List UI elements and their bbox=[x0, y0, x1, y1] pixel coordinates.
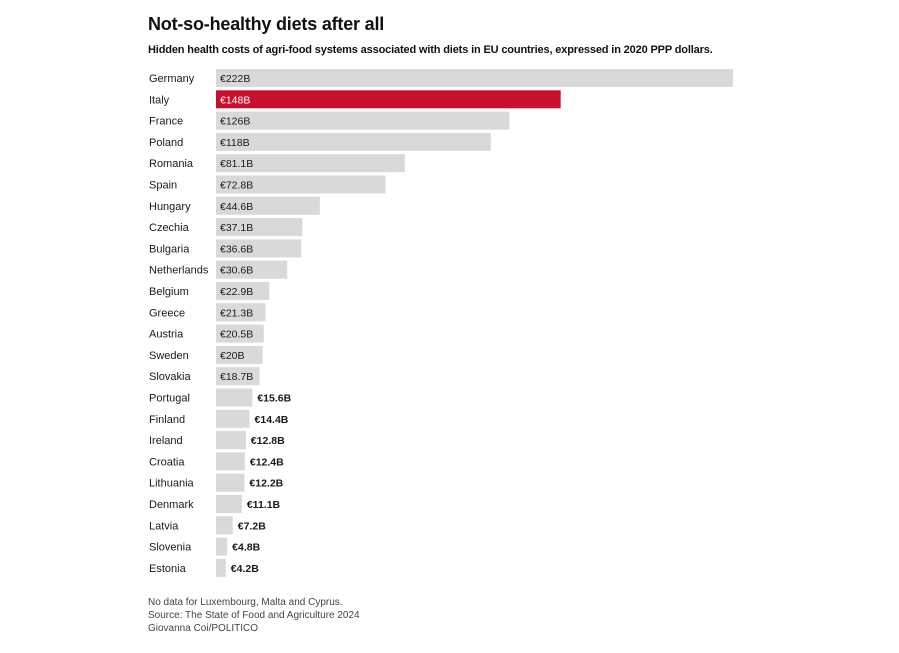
bar-czechia bbox=[216, 218, 303, 237]
category-label-estonia: Estonia bbox=[149, 563, 187, 575]
category-label-belgium: Belgium bbox=[149, 286, 189, 298]
chart-subtitle: Hidden health costs of agri-food systems… bbox=[148, 44, 713, 56]
bar-latvia bbox=[216, 516, 233, 535]
chart-title: Not-so-healthy diets after all bbox=[148, 14, 385, 34]
value-label-belgium: €22.9B bbox=[220, 286, 253, 298]
category-label-slovenia: Slovenia bbox=[149, 542, 192, 554]
bar-slovakia bbox=[216, 367, 260, 386]
category-label-portugal: Portugal bbox=[149, 393, 190, 405]
value-label-croatia: €12.4B bbox=[250, 456, 284, 468]
category-label-spain: Spain bbox=[149, 180, 177, 192]
value-label-slovakia: €18.7B bbox=[220, 371, 253, 383]
category-label-latvia: Latvia bbox=[149, 520, 179, 532]
bar-estonia bbox=[216, 558, 226, 577]
category-label-poland: Poland bbox=[149, 137, 183, 149]
value-label-sweden: €20B bbox=[220, 350, 245, 362]
bar-france bbox=[216, 111, 510, 130]
value-label-greece: €21.3B bbox=[220, 307, 253, 319]
value-label-latvia: €7.2B bbox=[238, 520, 266, 532]
bar-poland bbox=[216, 132, 491, 151]
bar-germany bbox=[216, 69, 733, 87]
value-label-bulgaria: €36.6B bbox=[220, 243, 253, 255]
bar-slovenia bbox=[216, 537, 228, 556]
bar-lithuania bbox=[216, 473, 245, 492]
category-label-italy: Italy bbox=[149, 94, 170, 106]
value-label-estonia: €4.2B bbox=[231, 563, 259, 575]
bar-austria bbox=[216, 324, 264, 343]
category-label-lithuania: Lithuania bbox=[149, 478, 195, 490]
value-label-denmark: €11.1B bbox=[247, 499, 281, 511]
category-label-austria: Austria bbox=[149, 329, 184, 341]
value-label-hungary: €44.6B bbox=[220, 201, 253, 213]
value-label-spain: €72.8B bbox=[220, 180, 253, 192]
bar-croatia bbox=[216, 452, 245, 471]
bar-finland bbox=[216, 409, 250, 428]
chart-footer: No data for Luxembourg, Malta and Cyprus… bbox=[148, 596, 360, 635]
bar-portugal bbox=[216, 388, 253, 407]
category-label-romania: Romania bbox=[149, 158, 194, 170]
category-label-france: France bbox=[149, 116, 183, 128]
value-label-germany: €222B bbox=[220, 73, 250, 85]
bar-italy bbox=[216, 90, 561, 109]
value-label-slovenia: €4.8B bbox=[232, 542, 260, 554]
category-label-slovakia: Slovakia bbox=[149, 371, 191, 383]
value-label-italy: €148B bbox=[220, 94, 250, 106]
credit-note: Giovanna Coi/POLITICO bbox=[148, 623, 259, 634]
footnote: No data for Luxembourg, Malta and Cyprus… bbox=[148, 597, 343, 608]
category-label-germany: Germany bbox=[149, 73, 195, 85]
bar-denmark bbox=[216, 495, 242, 513]
value-label-ireland: €12.8B bbox=[251, 435, 285, 447]
bar-belgium bbox=[216, 282, 270, 300]
bar-netherlands bbox=[216, 260, 288, 279]
value-label-lithuania: €12.2B bbox=[249, 478, 283, 490]
bar-bulgaria bbox=[216, 239, 302, 258]
category-label-croatia: Croatia bbox=[149, 456, 185, 468]
value-label-france: €126B bbox=[220, 116, 250, 128]
category-label-hungary: Hungary bbox=[149, 201, 191, 213]
category-label-finland: Finland bbox=[149, 414, 185, 426]
category-label-ireland: Ireland bbox=[149, 435, 183, 447]
bar-sweden bbox=[216, 345, 263, 364]
value-label-portugal: €15.6B bbox=[257, 393, 291, 405]
bar-hungary bbox=[216, 196, 320, 215]
category-label-sweden: Sweden bbox=[149, 350, 189, 362]
value-label-czechia: €37.1B bbox=[220, 222, 253, 234]
category-label-netherlands: Netherlands bbox=[149, 265, 209, 277]
category-label-bulgaria: Bulgaria bbox=[149, 243, 190, 255]
category-label-greece: Greece bbox=[149, 307, 185, 319]
bar-spain bbox=[216, 175, 386, 194]
value-label-austria: €20.5B bbox=[220, 329, 253, 341]
category-label-czechia: Czechia bbox=[149, 222, 190, 234]
bar-romania bbox=[216, 154, 405, 173]
value-label-poland: €118B bbox=[220, 137, 250, 149]
value-label-romania: €81.1B bbox=[220, 158, 253, 170]
value-label-netherlands: €30.6B bbox=[220, 265, 253, 277]
source-note: Source: The State of Food and Agricultur… bbox=[148, 610, 360, 621]
category-label-denmark: Denmark bbox=[149, 499, 194, 511]
bar-greece bbox=[216, 303, 266, 322]
bar-ireland bbox=[216, 431, 246, 450]
value-label-finland: €14.4B bbox=[255, 414, 289, 426]
